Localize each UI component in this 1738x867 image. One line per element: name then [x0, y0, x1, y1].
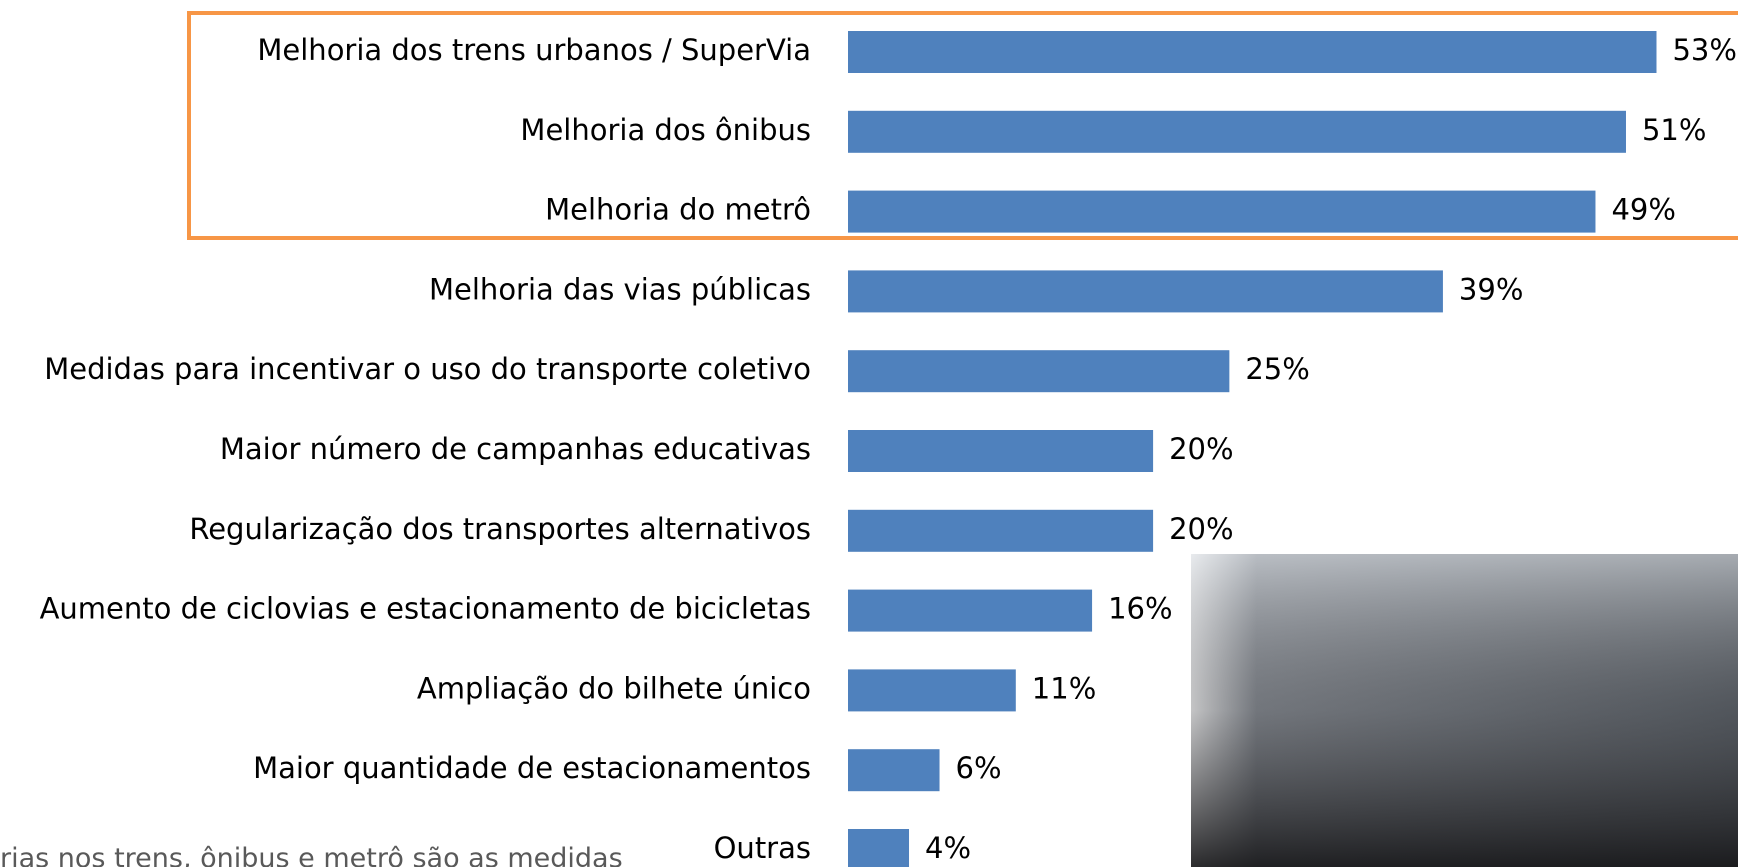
- bar: [848, 110, 1626, 153]
- value-label: 11%: [1032, 671, 1096, 705]
- value-label: 51%: [1642, 113, 1706, 147]
- highlight-box: [187, 11, 1738, 240]
- value-label: 20%: [1169, 512, 1233, 546]
- category-label: Medidas para incentivar o uso do transpo…: [44, 352, 811, 386]
- photo: [1191, 554, 1738, 867]
- category-label: Melhoria dos ônibus: [520, 113, 811, 147]
- value-label: 4%: [925, 831, 971, 865]
- bar: [848, 270, 1443, 313]
- bar: [848, 829, 910, 867]
- value-label: 16%: [1108, 592, 1172, 626]
- category-label: Melhoria dos trens urbanos / SuperVia: [257, 33, 811, 67]
- category-label: Outras: [714, 831, 811, 865]
- category-label: Melhoria das vias públicas: [429, 272, 811, 306]
- value-label: 6%: [956, 751, 1002, 785]
- value-label: 53%: [1672, 33, 1736, 67]
- bar: [848, 31, 1657, 73]
- category-label: Regularização dos transportes alternativ…: [189, 512, 811, 546]
- category-label: Ampliação do bilhete único: [417, 671, 811, 705]
- photo-shade: [1191, 554, 1738, 867]
- value-label: 49%: [1611, 193, 1675, 227]
- category-label: Aumento de ciclovias e estacionamento de…: [40, 592, 811, 626]
- bar: [848, 589, 1093, 632]
- category-label: Maior número de campanhas educativas: [220, 432, 811, 466]
- value-label: 25%: [1245, 352, 1309, 386]
- value-label: 39%: [1459, 272, 1523, 306]
- category-label: Melhoria do metrô: [545, 193, 811, 227]
- bar: [848, 350, 1230, 393]
- bar: [848, 509, 1154, 552]
- bar: [848, 190, 1596, 233]
- bar: [848, 749, 940, 792]
- bar: [848, 669, 1016, 712]
- annotation: rias nos trens, ônibus e metrô são as me…: [0, 843, 623, 867]
- bar: [848, 430, 1154, 472]
- category-label: Maior quantidade de estacionamentos: [253, 751, 811, 785]
- value-label: 20%: [1169, 432, 1233, 466]
